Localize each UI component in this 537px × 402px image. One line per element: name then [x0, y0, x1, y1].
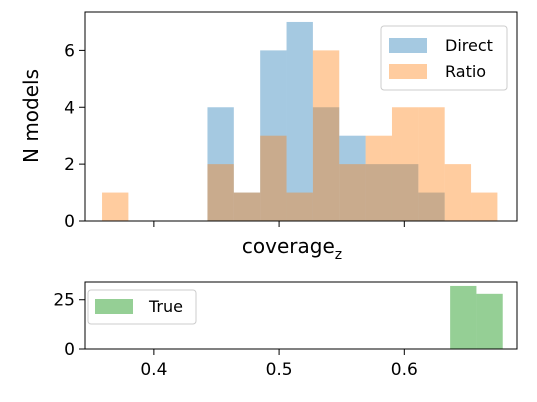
bar-ratio: [444, 164, 472, 221]
y-tick-label: 2: [64, 155, 75, 175]
bar-ratio: [365, 135, 392, 221]
top-legend-frame: [380, 25, 508, 91]
bottom-plot-frame: [84, 281, 518, 350]
bottom-x-axis: 0.4 0.5 0.6: [140, 349, 418, 380]
legend-true-label: True: [148, 297, 183, 316]
top-x-axis-label: coveragez: [242, 234, 342, 263]
bar-direct: [260, 50, 287, 221]
top-legend: Direct Ratio: [380, 25, 508, 91]
y-tick-label: 0: [64, 212, 75, 232]
bar-ratio: [391, 107, 419, 221]
bottom-panel: 0 25 0.4 0.5 0.6 True: [53, 281, 518, 380]
legend-ratio-swatch: [389, 64, 427, 79]
bar-direct: [391, 164, 419, 221]
bar-true: [450, 285, 477, 349]
bottom-histogram-bars: [450, 285, 503, 349]
bar-direct: [418, 192, 445, 221]
top-plot-frame: [84, 11, 518, 222]
legend-direct-swatch: [389, 38, 427, 53]
legend-true-swatch: [95, 299, 133, 314]
bottom-y-axis: 0 25: [53, 291, 85, 360]
bar-direct: [312, 107, 340, 221]
top-histogram-bars: [102, 21, 498, 222]
x-tick-label: 0.4: [140, 360, 167, 380]
bar-ratio: [339, 164, 366, 221]
top-x-axis: [153, 221, 405, 227]
bar-ratio: [286, 192, 313, 221]
bar-ratio: [312, 50, 340, 221]
legend-direct-label: Direct: [445, 36, 493, 55]
top-y-axis-label: N models: [19, 69, 43, 163]
bar-direct: [365, 164, 392, 221]
y-tick-label: 0: [64, 340, 75, 360]
bar-direct: [233, 192, 261, 221]
bar-ratio: [418, 107, 445, 221]
bottom-legend: True: [87, 289, 197, 325]
bar-true: [476, 293, 503, 349]
x-tick-label: 0.6: [391, 360, 418, 380]
y-tick-label: 25: [53, 291, 75, 311]
bar-direct: [339, 135, 366, 221]
bar-ratio: [233, 192, 261, 221]
bar-direct: [207, 107, 234, 221]
top-panel: 0 2 4 6 N models coveragez Direct Ratio: [19, 11, 518, 263]
y-tick-label: 4: [64, 98, 75, 118]
bottom-legend-frame: [87, 289, 197, 325]
legend-ratio-label: Ratio: [445, 62, 486, 81]
bar-direct: [286, 21, 313, 222]
bar-ratio: [102, 192, 129, 221]
bar-ratio: [471, 192, 498, 221]
y-tick-label: 6: [64, 41, 75, 61]
top-y-axis: 0 2 4 6: [64, 41, 85, 232]
x-tick-label: 0.5: [266, 360, 293, 380]
bar-ratio: [260, 135, 287, 221]
bar-ratio: [207, 164, 234, 221]
